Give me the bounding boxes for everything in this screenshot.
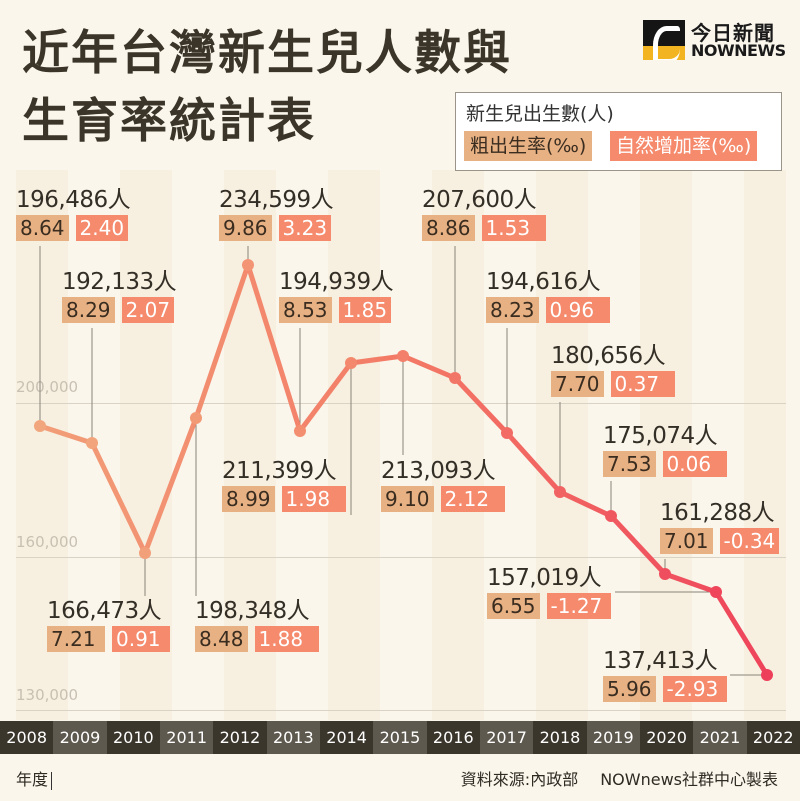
legend-births: 新生兒出生數(人) xyxy=(466,103,614,125)
x-tick-2014: 2014 xyxy=(319,721,374,754)
x-tick-2013: 2013 xyxy=(266,721,320,754)
source-credit: 資料來源:內政部 NOWnews社群中心製表 xyxy=(461,766,778,790)
y-tick-label: 160,000 xyxy=(16,533,79,551)
column-stripe xyxy=(640,170,692,720)
x-tick-2019: 2019 xyxy=(586,721,640,754)
column-stripe xyxy=(536,170,588,720)
x-tick-2011: 2011 xyxy=(159,721,214,754)
y-tick-label: 200,000 xyxy=(16,378,79,396)
data-label-2013: 194,939人 8.53 1.85 xyxy=(279,269,394,323)
data-label-2012: 234,599人 9.86 3.23 xyxy=(219,187,334,241)
x-axis-title: 年度 xyxy=(16,766,53,790)
column-stripe xyxy=(328,170,380,720)
credit-text: NOWnews社群中心製表 xyxy=(600,770,778,789)
x-tick-2020: 2020 xyxy=(639,721,694,754)
column-stripe xyxy=(432,170,484,720)
legend-nir: 自然增加率(‰) xyxy=(610,131,758,161)
x-tick-2022: 2022 xyxy=(746,721,800,754)
nownews-logo: 今日新聞 NOWNEWS xyxy=(643,20,786,62)
page-title-line2: 生育率統計表 xyxy=(22,94,316,149)
gridline-200000 xyxy=(16,403,786,404)
x-tick-2015: 2015 xyxy=(373,721,427,754)
data-label-2018: 180,656人 7.70 0.37 xyxy=(551,343,675,397)
x-tick-2009: 2009 xyxy=(53,721,107,754)
chart-legend: 新生兒出生數(人) 粗出生率(‰) 自然增加率(‰) xyxy=(455,92,782,171)
column-stripe xyxy=(744,170,786,720)
gridline-130000 xyxy=(16,710,786,711)
logo-text-en: NOWNEWS xyxy=(691,41,786,60)
data-label-2016: 207,600人 8.86 1.53 xyxy=(422,187,546,241)
logo-text-zh: 今日新聞 xyxy=(691,21,775,45)
x-axis-years: 2008 2009 2010 2011 2012 2013 2014 2015 … xyxy=(0,721,800,754)
data-label-2008: 196,486人 8.64 2.40 xyxy=(16,187,131,241)
x-tick-2012: 2012 xyxy=(213,721,267,754)
data-label-2014: 211,399人 8.99 1.98 xyxy=(222,458,346,512)
data-label-2020: 161,288人 7.01 -0.34 xyxy=(660,500,780,554)
data-label-2010: 166,473人 7.21 0.91 xyxy=(47,598,170,652)
x-tick-2017: 2017 xyxy=(479,721,534,754)
data-label-2017: 194,616人 8.23 0.96 xyxy=(486,269,610,323)
gridline-160000 xyxy=(16,557,786,558)
x-tick-2021: 2021 xyxy=(693,721,747,754)
logo-mark-icon xyxy=(643,20,685,60)
data-label-2011: 198,348人 8.48 1.88 xyxy=(195,598,319,652)
x-tick-2010: 2010 xyxy=(106,721,160,754)
data-label-2021: 157,019人 6.55 -1.27 xyxy=(487,565,611,619)
data-label-2015: 213,093人 9.10 2.12 xyxy=(381,458,505,512)
y-tick-label: 130,000 xyxy=(16,686,79,704)
legend-cbr: 粗出生率(‰) xyxy=(464,131,593,161)
page-title-line1: 近年台灣新生兒人數與 xyxy=(22,26,512,81)
data-label-2019: 175,074人 7.53 0.06 xyxy=(603,423,727,477)
data-label-2022: 137,413人 5.96 -2.93 xyxy=(603,648,727,702)
x-tick-2008: 2008 xyxy=(0,721,54,754)
source-text: 資料來源:內政部 xyxy=(460,770,579,789)
x-tick-2016: 2016 xyxy=(426,721,480,754)
x-tick-2018: 2018 xyxy=(533,721,587,754)
data-label-2009: 192,133人 8.29 2.07 xyxy=(62,269,177,323)
